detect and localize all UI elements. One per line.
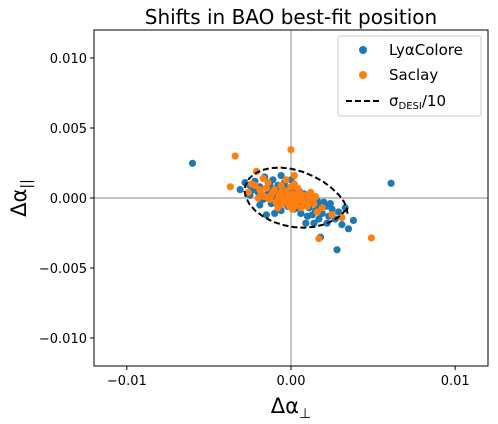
y-axis-label: Δα|| <box>7 179 35 217</box>
chart-title: Shifts in BAO best-fit position <box>145 5 437 29</box>
data-point-lyacolore <box>326 200 334 208</box>
data-point-saclay <box>264 179 272 187</box>
data-point-saclay <box>244 188 252 196</box>
data-points <box>188 146 395 254</box>
y-tick-label: 0.000 <box>50 192 87 207</box>
legend-marker-saclay <box>359 71 367 79</box>
data-point-saclay <box>338 214 346 222</box>
data-point-saclay <box>274 204 282 212</box>
y-tick-label: 0.010 <box>50 52 87 67</box>
legend-label-sigma-desi: σDESI/10 <box>389 92 446 112</box>
data-point-saclay <box>367 234 375 242</box>
data-point-lyacolore <box>297 209 305 217</box>
data-point-saclay <box>303 202 311 210</box>
data-point-lyacolore <box>236 186 244 194</box>
data-point-saclay <box>290 172 298 180</box>
data-point-saclay <box>287 146 295 154</box>
data-point-lyacolore <box>302 219 310 227</box>
data-point-saclay <box>259 174 267 182</box>
data-point-lyacolore <box>315 215 323 223</box>
data-point-lyacolore <box>320 198 328 206</box>
data-point-saclay <box>254 194 262 202</box>
data-point-saclay <box>275 191 284 199</box>
data-point-lyacolore <box>271 209 279 217</box>
x-tick-label: −0.01 <box>107 374 147 389</box>
data-point-lyacolore <box>349 216 357 224</box>
data-point-saclay <box>262 184 270 192</box>
data-point-lyacolore <box>333 246 341 254</box>
y-tick-label: 0.005 <box>50 122 87 137</box>
data-point-saclay <box>279 200 287 208</box>
data-point-lyacolore <box>387 179 395 187</box>
y-axis-ticks: 0.010 0.005 0.000 −0.005 −0.010 <box>39 52 94 347</box>
x-tick-label: 0.01 <box>441 374 470 389</box>
data-point-saclay <box>282 176 290 184</box>
x-axis-ticks: −0.01 0.00 0.01 <box>107 366 470 389</box>
legend: LyαColore Saclay σDESI/10 <box>337 35 482 117</box>
legend-label-lyacolore: LyαColore <box>389 41 463 59</box>
data-point-saclay <box>226 183 234 191</box>
data-point-saclay <box>312 193 320 201</box>
data-point-saclay <box>318 204 326 212</box>
data-point-saclay <box>269 188 277 196</box>
y-tick-label: −0.010 <box>39 332 87 347</box>
data-point-saclay <box>256 186 264 194</box>
data-point-saclay <box>310 200 318 208</box>
legend-box <box>337 35 482 117</box>
desi-ellipse <box>243 166 349 229</box>
data-point-lyacolore <box>256 201 264 209</box>
data-point-saclay <box>277 181 285 189</box>
data-point-saclay <box>313 208 321 216</box>
x-tick-label: 0.00 <box>277 374 306 389</box>
x-axis-label: Δα⊥ <box>271 394 311 422</box>
data-point-lyacolore <box>338 221 346 229</box>
data-point-saclay <box>261 193 269 201</box>
legend-marker-lyacolore <box>359 46 367 54</box>
data-point-saclay <box>294 184 302 192</box>
data-point-lyacolore <box>277 172 285 180</box>
data-point-saclay <box>297 204 305 212</box>
data-point-lyacolore <box>335 208 343 216</box>
data-point-lyacolore <box>328 205 336 213</box>
data-point-saclay <box>315 235 323 243</box>
legend-label-saclay: Saclay <box>389 66 438 84</box>
data-point-lyacolore <box>310 219 318 227</box>
desi-ellipse-layer <box>243 166 349 229</box>
data-point-saclay <box>272 198 280 206</box>
data-point-saclay <box>328 211 336 219</box>
data-point-lyacolore <box>262 211 270 219</box>
data-point-saclay <box>231 152 239 160</box>
data-point-saclay <box>307 188 315 196</box>
data-point-saclay <box>248 180 256 188</box>
data-point-lyacolore <box>188 159 197 167</box>
data-point-lyacolore <box>344 225 353 233</box>
y-tick-label: −0.005 <box>39 262 87 277</box>
